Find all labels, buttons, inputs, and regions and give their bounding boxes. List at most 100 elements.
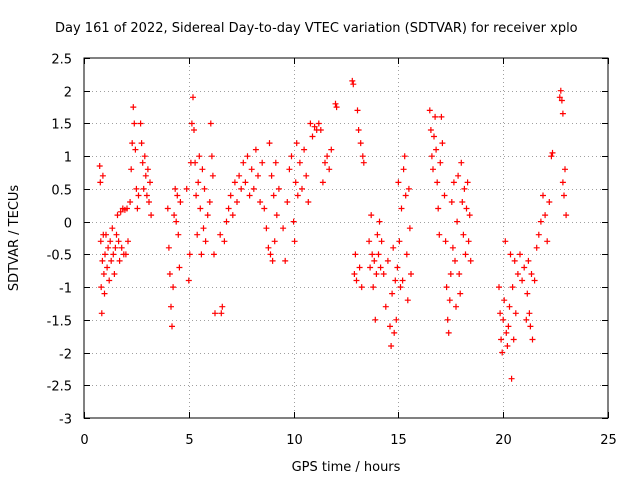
data-point <box>229 212 236 219</box>
data-point <box>430 166 436 173</box>
data-point <box>446 297 453 304</box>
data-point <box>542 212 549 219</box>
data-point <box>99 172 106 179</box>
data-point <box>103 231 109 238</box>
data-point <box>117 208 124 215</box>
data-point <box>128 166 135 173</box>
data-point <box>292 179 299 186</box>
data-point <box>109 225 116 232</box>
data-point <box>307 120 314 127</box>
data-point <box>396 238 403 245</box>
data-point <box>549 149 556 156</box>
x-axis-label: GPS time / hours <box>292 460 401 475</box>
data-point <box>357 140 364 147</box>
data-point <box>450 179 457 186</box>
data-point <box>510 336 517 343</box>
data-point <box>143 192 150 199</box>
data-point <box>350 81 357 88</box>
data-point <box>359 153 366 160</box>
data-point <box>193 192 200 199</box>
data-point <box>509 284 516 291</box>
data-point <box>263 225 270 232</box>
data-point <box>388 343 395 349</box>
data-point <box>452 257 458 264</box>
data-point <box>219 303 226 310</box>
data-point <box>352 251 359 258</box>
data-point <box>125 238 131 245</box>
data-point <box>455 172 462 179</box>
data-point <box>326 166 333 173</box>
data-point <box>392 277 399 284</box>
data-point <box>282 257 289 264</box>
data-point <box>558 97 565 104</box>
data-point <box>218 310 225 317</box>
data-point <box>382 303 389 310</box>
data-point <box>443 284 450 291</box>
data-point <box>462 251 469 258</box>
data-point <box>527 323 534 330</box>
data-point <box>137 120 144 127</box>
data-point <box>141 153 148 160</box>
y-tick-labels: 2.5 2 1.5 1 0.5 0 -0.5 -1 -1.5 -2 -2.5 -3 <box>47 53 72 428</box>
data-point <box>268 172 275 179</box>
data-point <box>175 231 182 238</box>
x-tick-label: 5 <box>185 433 193 448</box>
data-point <box>165 244 172 251</box>
data-point <box>403 251 410 258</box>
y-tick-label: -3 <box>59 413 72 428</box>
data-point <box>97 238 104 245</box>
data-point <box>436 231 443 238</box>
data-point <box>426 107 433 114</box>
data-point <box>457 290 464 297</box>
data-point <box>265 244 272 251</box>
data-point <box>275 185 282 192</box>
chart-title: Day 161 of 2022, Sidereal Day-to-day VTE… <box>55 21 578 36</box>
data-point <box>250 185 257 192</box>
x-tick-label: 10 <box>286 433 303 448</box>
data-point <box>96 163 103 169</box>
data-point <box>369 251 376 258</box>
data-point <box>322 159 328 166</box>
data-point <box>528 271 535 277</box>
data-point <box>168 303 174 310</box>
data-point <box>309 133 316 140</box>
data-point <box>166 271 173 277</box>
data-point <box>526 310 533 317</box>
data-point <box>290 218 297 225</box>
data-point <box>177 199 184 205</box>
data-point <box>408 271 414 277</box>
data-point <box>270 192 277 199</box>
data-point <box>169 323 175 330</box>
data-point <box>519 277 526 284</box>
data-point <box>332 100 339 107</box>
data-point <box>525 257 532 264</box>
data-point <box>349 77 356 84</box>
data-point <box>373 271 380 277</box>
data-point <box>107 238 114 245</box>
data-point <box>201 185 208 192</box>
data-point <box>467 257 474 264</box>
y-tick-label: 1.5 <box>51 118 72 133</box>
data-point <box>504 343 511 349</box>
data-point <box>355 127 362 133</box>
data-point <box>301 146 308 153</box>
data-point <box>398 205 405 212</box>
data-point <box>454 218 461 225</box>
data-point <box>280 225 287 232</box>
data-point <box>434 179 441 186</box>
data-point <box>208 153 215 160</box>
data-point <box>404 297 411 304</box>
data-point <box>122 251 129 258</box>
data-point <box>144 166 151 173</box>
data-point <box>333 104 340 111</box>
data-point <box>391 329 398 336</box>
data-point <box>114 212 121 219</box>
data-point <box>544 238 551 245</box>
data-point <box>360 159 367 166</box>
data-point <box>200 225 207 232</box>
y-tick-label: 2 <box>64 86 72 101</box>
data-point <box>105 244 112 251</box>
data-point <box>328 146 335 153</box>
data-point <box>284 199 291 205</box>
data-point <box>198 251 205 258</box>
